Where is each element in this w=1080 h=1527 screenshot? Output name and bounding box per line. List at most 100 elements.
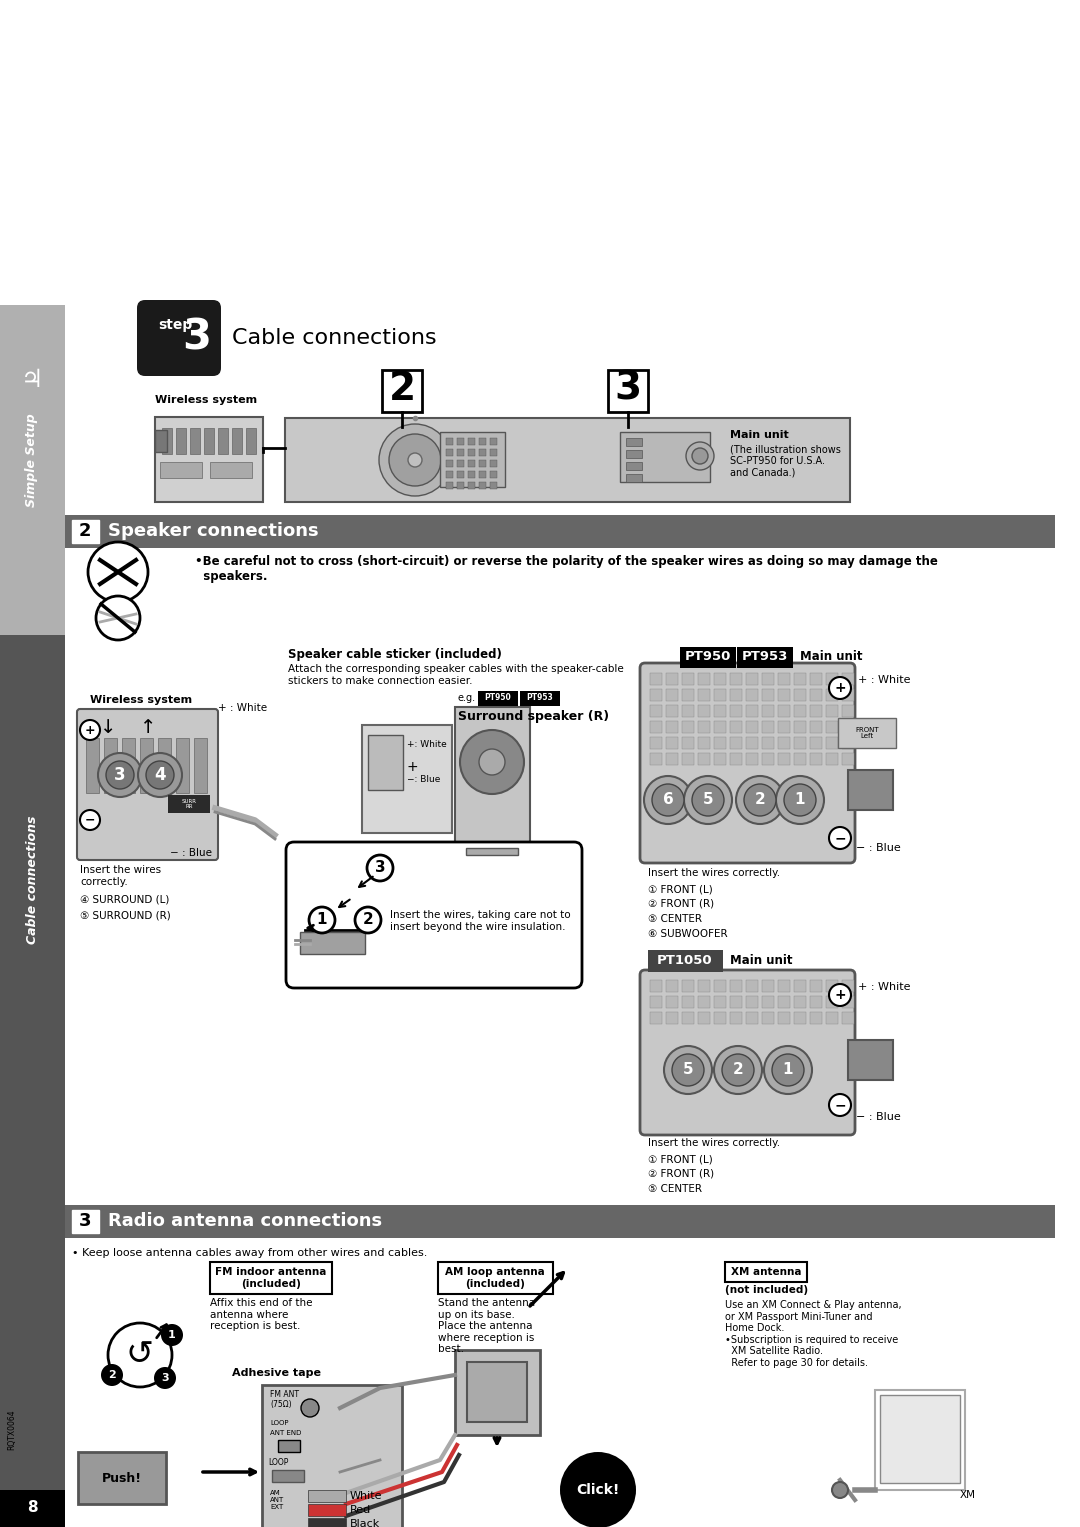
Bar xyxy=(285,418,850,502)
Text: ↺: ↺ xyxy=(126,1339,154,1371)
Text: Cable connections: Cable connections xyxy=(26,815,39,944)
Bar xyxy=(746,996,758,1008)
Bar xyxy=(714,753,726,765)
Bar xyxy=(730,705,742,718)
Bar xyxy=(608,370,648,412)
Text: 2: 2 xyxy=(755,793,766,808)
Bar xyxy=(210,1261,332,1293)
Circle shape xyxy=(154,1367,176,1390)
Text: Adhesive tape: Adhesive tape xyxy=(232,1368,321,1377)
Circle shape xyxy=(460,730,524,794)
Bar xyxy=(730,689,742,701)
Bar xyxy=(810,980,822,993)
Text: +: + xyxy=(834,988,846,1002)
Bar xyxy=(666,738,678,750)
Text: ♃: ♃ xyxy=(21,368,43,392)
Bar xyxy=(714,738,726,750)
FancyBboxPatch shape xyxy=(77,709,218,860)
Bar xyxy=(65,515,1055,548)
Text: (not included): (not included) xyxy=(725,1286,808,1295)
Bar xyxy=(681,705,694,718)
Text: Speaker connections: Speaker connections xyxy=(108,522,319,541)
Circle shape xyxy=(480,750,505,776)
Bar xyxy=(490,470,497,478)
Bar xyxy=(650,705,662,718)
Bar xyxy=(746,705,758,718)
Bar xyxy=(746,721,758,733)
Text: Wireless system: Wireless system xyxy=(90,695,192,705)
Bar xyxy=(810,1012,822,1025)
Bar xyxy=(794,738,806,750)
Bar xyxy=(762,996,774,1008)
Text: SURR
RR: SURR RR xyxy=(181,799,197,809)
Text: Main unit: Main unit xyxy=(730,954,793,968)
Bar xyxy=(650,738,662,750)
Text: 5: 5 xyxy=(683,1063,693,1078)
Bar xyxy=(714,721,726,733)
Text: 3: 3 xyxy=(183,316,211,357)
Text: −: − xyxy=(834,1098,846,1112)
Text: FM indoor antenna
(included): FM indoor antenna (included) xyxy=(215,1267,326,1289)
Bar xyxy=(810,738,822,750)
Bar xyxy=(725,1261,807,1283)
Circle shape xyxy=(96,596,140,640)
Bar xyxy=(778,689,789,701)
FancyBboxPatch shape xyxy=(286,841,582,988)
Text: step: step xyxy=(158,318,192,331)
Bar xyxy=(218,428,228,454)
Text: ② FRONT (R): ② FRONT (R) xyxy=(648,899,714,909)
Bar xyxy=(468,470,475,478)
Bar xyxy=(468,460,475,467)
Bar xyxy=(162,428,172,454)
Bar xyxy=(480,460,486,467)
Bar xyxy=(698,753,710,765)
Text: Push!: Push! xyxy=(102,1472,141,1484)
Text: −: − xyxy=(834,831,846,844)
Bar xyxy=(666,1012,678,1025)
Text: 3: 3 xyxy=(375,861,386,875)
Bar xyxy=(519,692,561,705)
Text: 1: 1 xyxy=(168,1330,176,1341)
Text: Simple Setup: Simple Setup xyxy=(26,414,39,507)
Circle shape xyxy=(684,776,732,825)
Bar xyxy=(714,689,726,701)
Text: 2: 2 xyxy=(363,913,374,927)
Bar xyxy=(810,689,822,701)
Circle shape xyxy=(652,783,684,815)
Bar xyxy=(730,721,742,733)
Bar xyxy=(468,438,475,444)
Text: Radio antenna connections: Radio antenna connections xyxy=(108,1212,382,1231)
Bar xyxy=(278,1440,300,1452)
Circle shape xyxy=(664,1046,712,1093)
Bar xyxy=(730,1012,742,1025)
Bar xyxy=(626,438,642,446)
Text: +: + xyxy=(834,681,846,695)
Text: (75Ω): (75Ω) xyxy=(270,1400,292,1409)
Bar xyxy=(746,980,758,993)
Bar xyxy=(842,673,854,686)
Bar xyxy=(794,996,806,1008)
Bar xyxy=(762,980,774,993)
Bar xyxy=(0,305,65,635)
Bar xyxy=(778,1012,789,1025)
Text: RQTX0064: RQTX0064 xyxy=(8,1409,16,1451)
Text: 2: 2 xyxy=(108,1370,116,1380)
Bar xyxy=(880,1396,960,1483)
Text: (The illustration shows
SC-PT950 for U.S.A.
and Canada.): (The illustration shows SC-PT950 for U.S… xyxy=(730,444,841,478)
Bar xyxy=(681,753,694,765)
Text: LOOP: LOOP xyxy=(270,1420,288,1426)
Bar xyxy=(455,707,530,855)
Bar xyxy=(308,1490,346,1503)
Bar xyxy=(176,428,186,454)
Bar xyxy=(778,721,789,733)
Text: + : White: + : White xyxy=(858,982,910,993)
Text: ④ SURROUND (L): ④ SURROUND (L) xyxy=(80,895,170,906)
Text: Surround speaker (R): Surround speaker (R) xyxy=(458,710,609,722)
Bar xyxy=(104,738,117,793)
Text: ↑: ↑ xyxy=(139,718,157,738)
Bar xyxy=(730,753,742,765)
Text: −: − xyxy=(84,814,95,826)
Bar xyxy=(810,721,822,733)
Circle shape xyxy=(829,1093,851,1116)
Bar xyxy=(730,673,742,686)
